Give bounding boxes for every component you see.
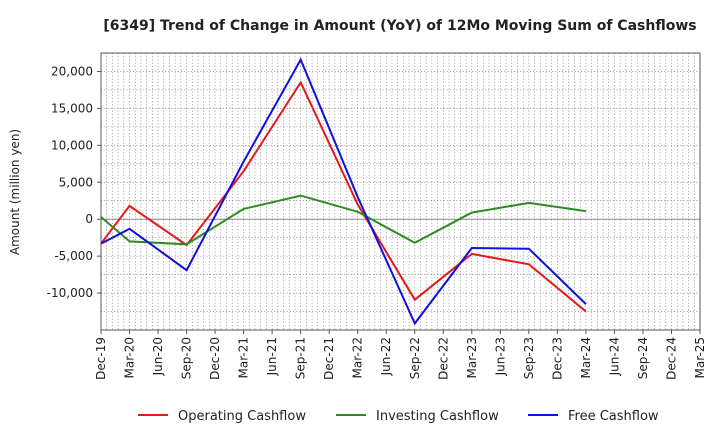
x-tick-label: Jun-23: [493, 337, 507, 376]
legend: Operating Cashflow Investing Cashflow Free…: [138, 409, 659, 424]
x-tick-label: Dec-22: [436, 337, 450, 380]
x-tick-label: Dec-23: [550, 337, 564, 380]
y-axis-label: Amount (million yen): [8, 129, 22, 255]
y-tick-label: 10,000: [51, 138, 93, 152]
free-cashflow-line: [100, 57, 587, 326]
y-tick-label: -5,000: [54, 249, 93, 263]
x-tick-label: Jun-24: [607, 337, 621, 376]
y-tick-label: 20,000: [51, 64, 93, 78]
x-tick-label: Jun-22: [379, 337, 393, 376]
plot-frame: [100, 52, 701, 331]
x-tick-label: Dec-24: [664, 337, 678, 380]
x-tick-label: Mar-23: [465, 337, 479, 378]
x-tick-label: Jun-21: [265, 337, 279, 376]
y-tick-label: 0: [85, 212, 93, 226]
free-cashflow-legend-label: Free Cashflow: [568, 409, 659, 424]
x-tick-label: Mar-20: [123, 337, 137, 378]
x-tick-label: Dec-20: [208, 337, 222, 380]
x-tick-label: Mar-21: [237, 337, 251, 378]
x-tick-label: Sep-24: [636, 337, 650, 379]
x-tick-label: Sep-22: [408, 337, 422, 379]
x-tick-label: Mar-25: [693, 337, 707, 378]
y-tick-label: 15,000: [51, 101, 93, 115]
x-tick-label: Mar-22: [351, 337, 365, 378]
y-tick-label: 5,000: [59, 175, 93, 189]
y-tick-label: -10,000: [47, 286, 93, 300]
x-axis-ticks: Dec-19 Mar-20 Jun-20 Sep-20 Dec-20 Mar-21 Jun-…: [94, 330, 707, 380]
x-tick-label: Sep-23: [522, 337, 536, 379]
series-lines: [100, 57, 587, 326]
operating-cashflow-line: [100, 80, 587, 313]
chart-title: [6349] Trend of Change in Amount (YoY) o…: [103, 18, 696, 34]
investing-cashflow-line: [100, 194, 587, 246]
x-tick-label: Dec-21: [322, 337, 336, 380]
investing-cashflow-legend-label: Investing Cashflow: [376, 409, 499, 424]
x-tick-label: Sep-21: [294, 337, 308, 379]
plot-area: [101, 53, 700, 330]
x-tick-label: Dec-19: [94, 337, 108, 380]
x-tick-label: Mar-24: [579, 337, 593, 378]
x-tick-label: Jun-20: [151, 337, 165, 376]
y-axis-ticks: -10,000 -5,000 0 5,000 10,000 15,000 20,000: [47, 64, 101, 300]
grid: [101, 52, 700, 331]
operating-cashflow-legend-label: Operating Cashflow: [178, 409, 306, 424]
x-tick-label: Sep-20: [180, 337, 194, 379]
